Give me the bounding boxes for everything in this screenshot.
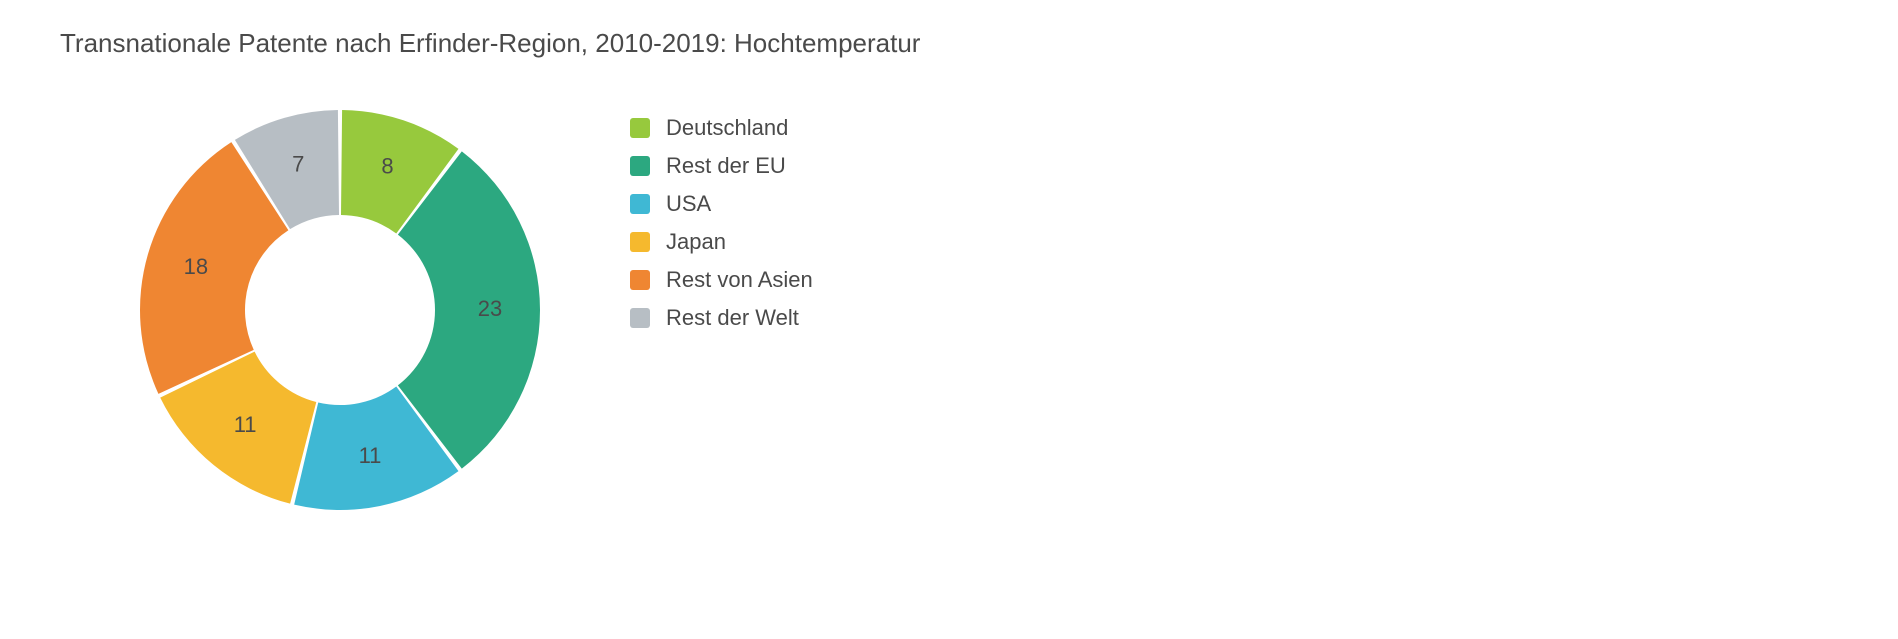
donut-chart: 8 23 11 11 18 7 — [130, 100, 550, 520]
donut-slice-value: 11 — [234, 412, 257, 437]
donut-slice-value: 18 — [184, 254, 208, 279]
legend-item: Japan — [630, 229, 813, 255]
donut-slice-value: 11 — [359, 443, 382, 468]
donut-slice-value: 8 — [381, 154, 393, 179]
legend-label: Japan — [666, 229, 726, 255]
legend-item: USA — [630, 191, 813, 217]
legend-item: Rest der EU — [630, 153, 813, 179]
chart-title: Transnationale Patente nach Erfinder-Reg… — [60, 28, 920, 59]
legend-swatch — [630, 194, 650, 214]
legend-swatch — [630, 118, 650, 138]
legend-label: USA — [666, 191, 711, 217]
legend-item: Rest von Asien — [630, 267, 813, 293]
legend-swatch — [630, 308, 650, 328]
legend-item: Rest der Welt — [630, 305, 813, 331]
donut-slice-value: 7 — [292, 152, 304, 177]
donut-slice-value: 23 — [478, 296, 502, 321]
legend-label: Rest der EU — [666, 153, 786, 179]
chart-legend: Deutschland Rest der EU USA Japan Rest von A… — [630, 115, 813, 343]
legend-label: Rest der Welt — [666, 305, 799, 331]
legend-label: Rest von Asien — [666, 267, 813, 293]
legend-swatch — [630, 232, 650, 252]
legend-swatch — [630, 270, 650, 290]
legend-item: Deutschland — [630, 115, 813, 141]
page-root: Transnationale Patente nach Erfinder-Reg… — [0, 0, 1898, 639]
legend-swatch — [630, 156, 650, 176]
legend-label: Deutschland — [666, 115, 788, 141]
